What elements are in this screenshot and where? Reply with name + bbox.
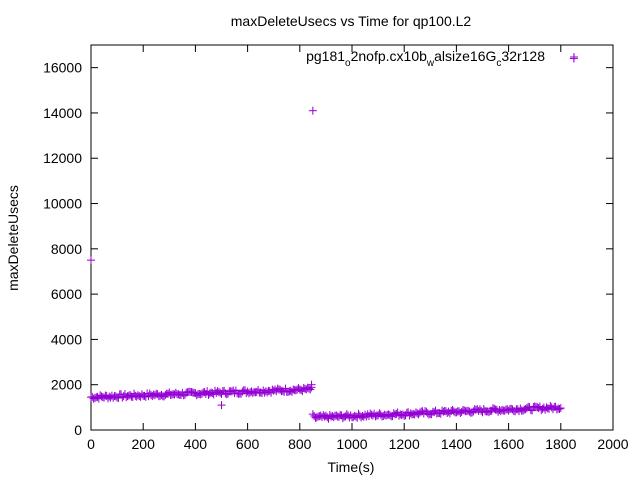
x-tick-label: 1400 bbox=[441, 436, 472, 452]
plot-frame bbox=[90, 44, 614, 431]
data-point-outlier bbox=[569, 54, 578, 63]
data-point-outlier bbox=[217, 401, 226, 410]
x-tick-label: 1800 bbox=[545, 436, 576, 452]
x-tick-label: 2000 bbox=[597, 436, 628, 452]
y-tick-label: 6000 bbox=[51, 286, 82, 302]
y-tick-label: 8000 bbox=[51, 241, 82, 257]
x-tick-label: 400 bbox=[184, 436, 208, 452]
chart-title: maxDeleteUsecs vs Time for qp100.L2 bbox=[231, 13, 472, 29]
x-tick-label: 0 bbox=[87, 436, 95, 452]
x-tick-label: 200 bbox=[132, 436, 156, 452]
data-points bbox=[87, 54, 578, 423]
legend-label: pg181o2nofp.cx10bwalsize16Gc32r128 bbox=[306, 48, 545, 69]
y-tick-label: 0 bbox=[74, 422, 82, 438]
y-axis-ticks: 0 2000 4000 6000 8000 10000 12000 14000 16000 bbox=[43, 60, 613, 438]
data-point bbox=[556, 404, 565, 413]
y-tick-label: 2000 bbox=[51, 377, 82, 393]
x-tick-label: 1600 bbox=[493, 436, 524, 452]
data-point bbox=[306, 385, 315, 394]
x-axis-label: Time(s) bbox=[328, 459, 375, 475]
y-tick-label: 10000 bbox=[43, 196, 82, 212]
legend: pg181o2nofp.cx10bwalsize16Gc32r128 bbox=[306, 48, 578, 69]
y-tick-label: 12000 bbox=[43, 150, 82, 166]
y-axis-label: maxDeleteUsecs bbox=[5, 185, 21, 291]
data-point-outlier bbox=[307, 380, 316, 389]
x-tick-label: 1000 bbox=[336, 436, 367, 452]
x-tick-label: 800 bbox=[288, 436, 312, 452]
data-point-outlier bbox=[87, 256, 95, 265]
x-axis-ticks: 0 200 400 600 800 1000 1200 1400 1600 1800 2000 bbox=[87, 45, 629, 452]
x-tick-label: 600 bbox=[236, 436, 260, 452]
data-point-outlier bbox=[308, 410, 317, 419]
x-tick-label: 1200 bbox=[389, 436, 420, 452]
y-tick-label: 14000 bbox=[43, 105, 82, 121]
y-tick-label: 16000 bbox=[43, 60, 82, 76]
data-point bbox=[555, 404, 564, 413]
y-tick-label: 4000 bbox=[51, 331, 82, 347]
data-point-outlier bbox=[308, 106, 317, 115]
data-point bbox=[528, 406, 537, 415]
